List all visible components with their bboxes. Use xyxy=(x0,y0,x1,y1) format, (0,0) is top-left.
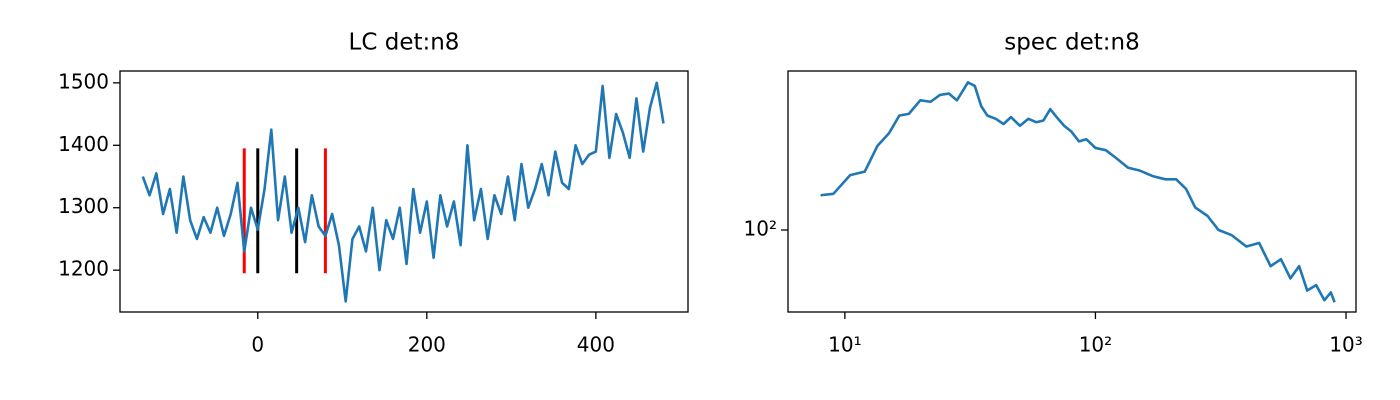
x-tick-label: 400 xyxy=(577,333,615,357)
plot-frame xyxy=(119,70,689,313)
y-tick-label: 10² xyxy=(744,217,777,241)
x-tick-label: 200 xyxy=(408,333,446,357)
y-tick-label: 1200 xyxy=(58,257,109,281)
x-tick-label: 10³ xyxy=(1329,333,1362,357)
chart-title: LC det:n8 xyxy=(349,30,460,56)
chart-title: spec det:n8 xyxy=(1004,30,1139,56)
data-line xyxy=(141,81,665,303)
y-tick-label: 1400 xyxy=(58,132,109,156)
x-tick-label: 10¹ xyxy=(828,333,861,357)
y-tick-label: 1300 xyxy=(58,194,109,218)
x-tick-label: 10² xyxy=(1079,333,1112,357)
y-tick-label: 1500 xyxy=(58,69,109,93)
data-line xyxy=(820,81,1336,303)
plot-frame xyxy=(787,70,1357,313)
x-tick-label: 0 xyxy=(251,333,264,357)
